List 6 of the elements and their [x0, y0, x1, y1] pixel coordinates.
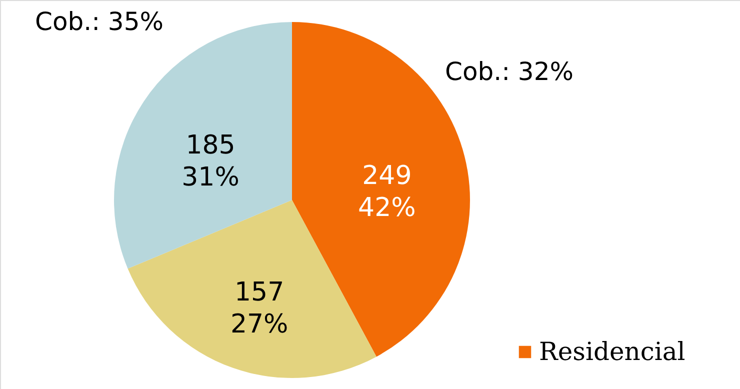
text: Cob.: 35% — [35, 7, 164, 36]
data-label: 185 31% — [182, 130, 240, 193]
text: Cob.: 32% — [445, 57, 574, 86]
legend-label: Residencial — [539, 337, 686, 366]
data-label: 249 42% — [358, 161, 416, 224]
data-label: 157 27% — [230, 277, 288, 340]
